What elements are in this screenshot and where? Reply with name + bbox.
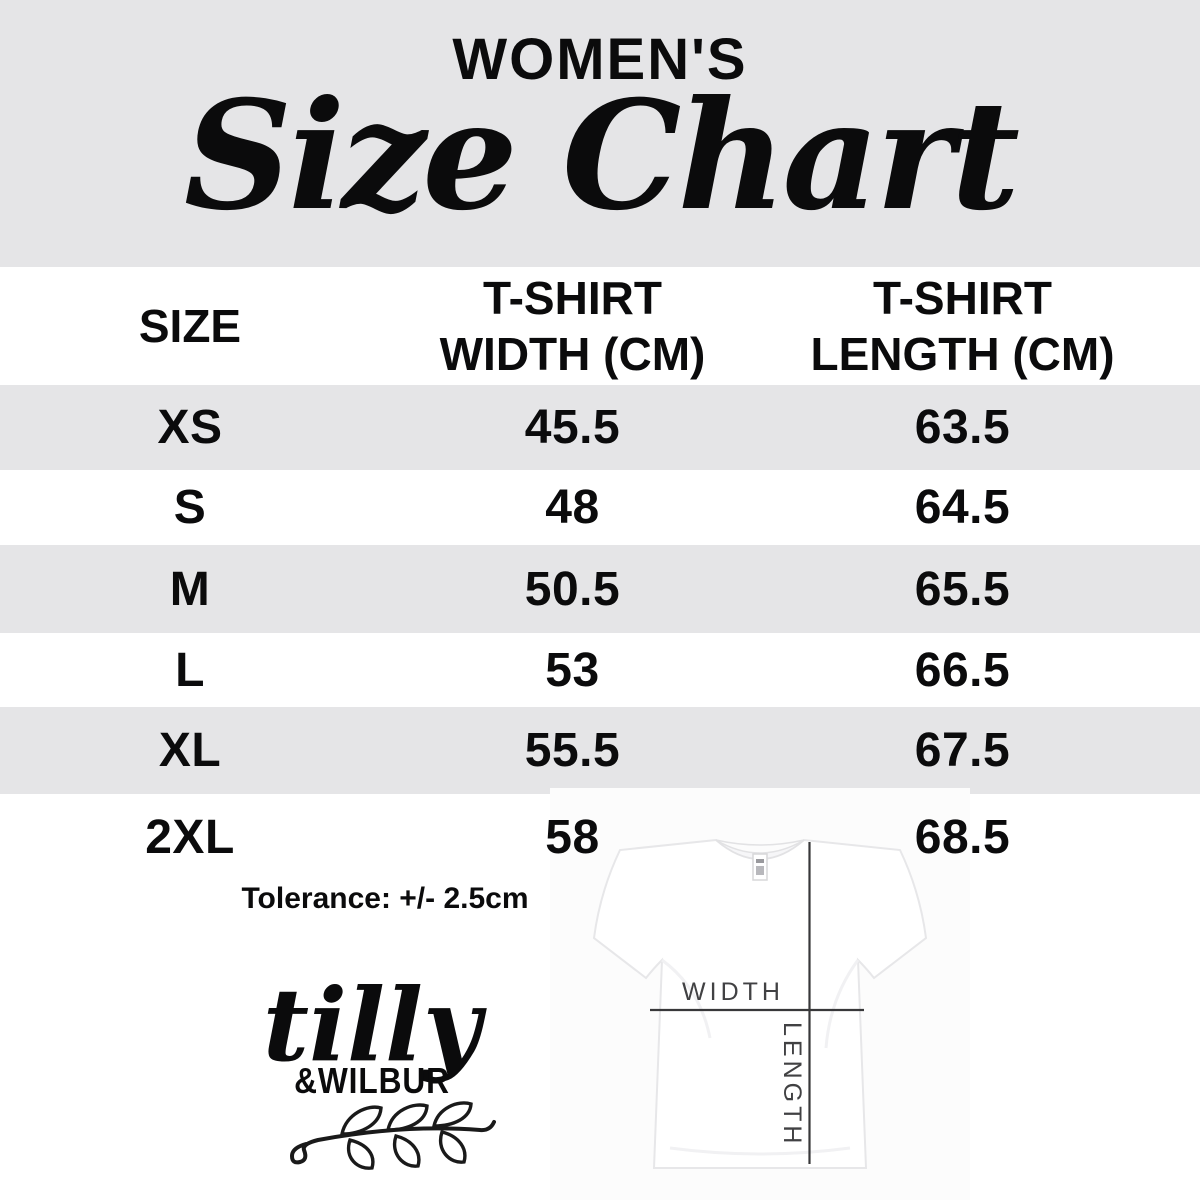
size-value: XL xyxy=(158,724,222,777)
leaf xyxy=(392,1133,421,1168)
width-value: 48 xyxy=(545,481,600,534)
table-header-row: SIZE T-SHIRT WIDTH (CM) T-SHIRT LENGTH (… xyxy=(0,267,1200,385)
brand-logo-script: tilly xyxy=(262,966,482,1084)
table-row: S 48 64.5 xyxy=(0,470,1200,545)
leaf xyxy=(438,1129,467,1164)
table-row: XL 55.5 67.5 xyxy=(0,707,1200,794)
width-header-line2: WIDTH (CM) xyxy=(439,328,706,380)
tolerance-note: Tolerance: +/- 2.5cm xyxy=(241,882,529,915)
length-column-header: T-SHIRT LENGTH (CM) xyxy=(765,270,1160,382)
back-collar-line xyxy=(715,839,805,846)
leaf xyxy=(431,1101,473,1128)
table-row: 2XL 58 68.5 xyxy=(0,794,1200,880)
width-value: 50.5 xyxy=(524,562,621,616)
tshirt-measurement-photo: WIDTH LENGTH xyxy=(550,788,970,1200)
page-title: Size Chart xyxy=(183,68,1020,244)
width-value: 45.5 xyxy=(524,401,621,454)
leaf xyxy=(346,1137,375,1170)
brand-logo-caps: &WILBUR xyxy=(294,1060,450,1101)
width-column-header: T-SHIRT WIDTH (CM) xyxy=(380,270,765,382)
table-row: XS 45.5 63.5 xyxy=(0,385,1200,470)
length-header-line2: LENGTH (CM) xyxy=(810,328,1115,380)
size-value: 2XL xyxy=(145,810,235,864)
table-row: L 53 66.5 xyxy=(0,633,1200,707)
size-value: XS xyxy=(157,401,223,454)
length-value: 65.5 xyxy=(914,562,1011,616)
length-value: 67.5 xyxy=(914,724,1011,777)
size-value: L xyxy=(175,643,205,697)
length-value: 68.5 xyxy=(914,810,1011,864)
table-row: M 50.5 65.5 xyxy=(0,545,1200,633)
wrinkle-line xyxy=(824,959,860,1049)
size-value: M xyxy=(169,562,211,616)
leaf-branch-decoration xyxy=(289,1101,496,1170)
size-value: S xyxy=(173,481,207,534)
wrinkle-line xyxy=(661,958,712,1039)
leaf xyxy=(385,1103,429,1132)
wrinkle-line xyxy=(669,1146,851,1156)
length-header-line1: T-SHIRT xyxy=(873,272,1052,324)
leaf xyxy=(339,1105,383,1136)
width-label: WIDTH xyxy=(682,978,784,1006)
branch-stem xyxy=(289,1120,496,1165)
size-column-header: SIZE xyxy=(138,300,242,352)
length-value: 66.5 xyxy=(914,643,1011,697)
length-value: 64.5 xyxy=(914,481,1011,534)
neck-label xyxy=(752,853,768,881)
width-value: 58 xyxy=(545,810,600,864)
width-header-line1: T-SHIRT xyxy=(483,272,662,324)
width-value: 53 xyxy=(545,643,600,697)
width-value: 55.5 xyxy=(524,724,621,777)
title-banner: WOMEN'S Size Chart xyxy=(0,0,1200,267)
gender-heading: WOMEN'S xyxy=(452,27,748,92)
length-value: 63.5 xyxy=(914,401,1011,454)
tshirt-diagram: WIDTH LENGTH xyxy=(592,838,928,1169)
length-label: LENGTH xyxy=(778,1022,806,1147)
